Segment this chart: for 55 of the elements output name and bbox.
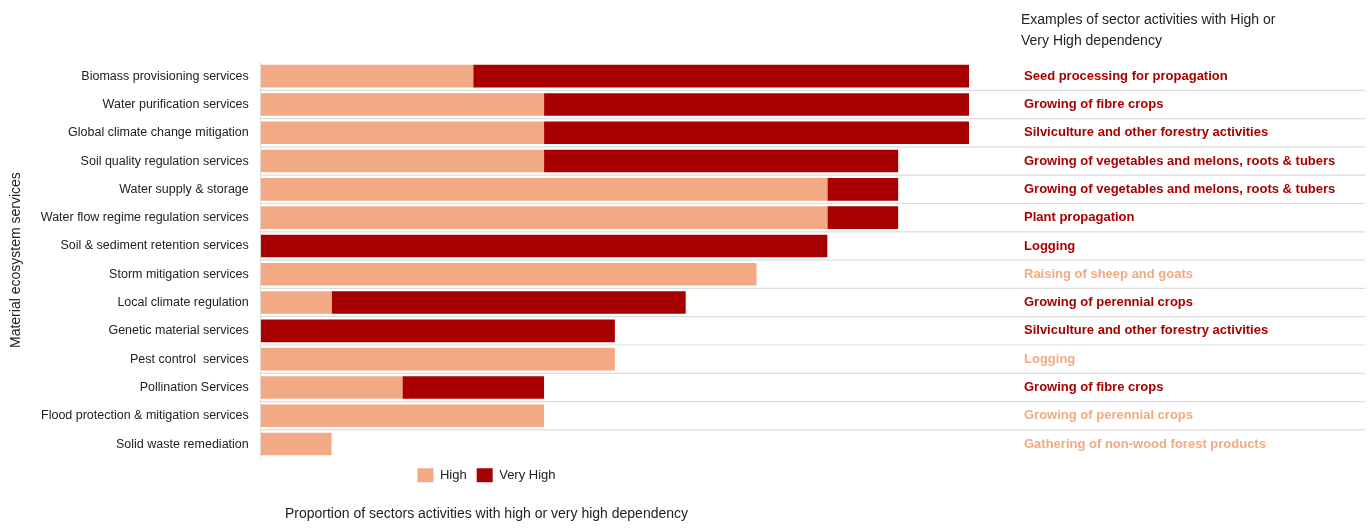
text: Seed processing for propagation: [1024, 67, 1228, 83]
text: Examples of sector activities with High or Very High dependency: [1021, 10, 1276, 48]
bar: [260, 149, 545, 173]
bar: [260, 291, 332, 314]
y-tick-label: Water flow regime regulation services: [40, 210, 249, 225]
y-tick-label: Water supply & storage: [119, 181, 249, 196]
y-tick-label: Global climate change mitigation: [68, 125, 249, 140]
bar: [402, 376, 545, 399]
y-tick-label: Flood protection & mitigation services: [41, 408, 249, 423]
bar: [260, 347, 615, 371]
text: Silviculture and other forestry activities: [1024, 124, 1269, 140]
bar: [544, 93, 969, 116]
y-tick-label: Biomass provisioning services: [81, 68, 249, 83]
bar: [473, 64, 969, 88]
bar: [260, 64, 474, 88]
bar: [260, 121, 545, 145]
bar: [260, 432, 332, 456]
bar: [260, 234, 828, 258]
bar: [260, 262, 757, 286]
text: Plant propagation: [1024, 209, 1135, 225]
legend-label: Very High: [499, 466, 556, 482]
x-axis-title: Proportion of sectors activities with high or very high dependency: [284, 505, 689, 522]
text: Growing of vegetables and melons, roots & tubers: [1024, 152, 1336, 168]
y-tick-label: Soil quality regulation services: [80, 153, 249, 168]
y-axis-title: Material ecosystem services: [7, 172, 24, 349]
text: Logging: [1024, 237, 1076, 253]
bar: [827, 206, 899, 229]
bar: [260, 206, 828, 229]
y-tick-label: Pollination Services: [139, 379, 249, 394]
text: Growing of vegetables and melons, roots & tubers: [1024, 180, 1336, 196]
text: Silviculture and other forestry activities: [1024, 322, 1269, 338]
bar: [260, 93, 545, 116]
y-tick-label: Genetic material services: [108, 323, 249, 338]
bar: [260, 319, 615, 343]
bar: [544, 149, 899, 173]
text: Growing of perennial crops: [1024, 294, 1194, 310]
y-tick-label: Water purification services: [102, 96, 249, 111]
y-tick-label: Solid waste remediation: [116, 436, 249, 451]
bar: [331, 291, 686, 314]
text: Logging: [1024, 350, 1076, 366]
bar: [260, 404, 545, 428]
text: Growing of fibre crops: [1024, 379, 1164, 395]
legend-label: High: [439, 466, 467, 482]
bar: [260, 178, 828, 201]
y-tick-label: Soil & sediment retention services: [60, 238, 249, 253]
bar: [260, 376, 403, 399]
text: Raising of sheep and goats: [1024, 265, 1194, 281]
text: Growing of perennial crops: [1024, 407, 1194, 423]
text: Gathering of non-wood forest products: [1024, 435, 1266, 451]
text: Growing of fibre crops: [1024, 96, 1164, 112]
bar: [827, 178, 899, 201]
y-tick-label: Storm mitigation services: [109, 266, 249, 281]
y-tick-label: Local climate regulation: [117, 295, 249, 309]
bar: [544, 121, 969, 145]
y-tick-label: Pest control services: [129, 351, 249, 366]
